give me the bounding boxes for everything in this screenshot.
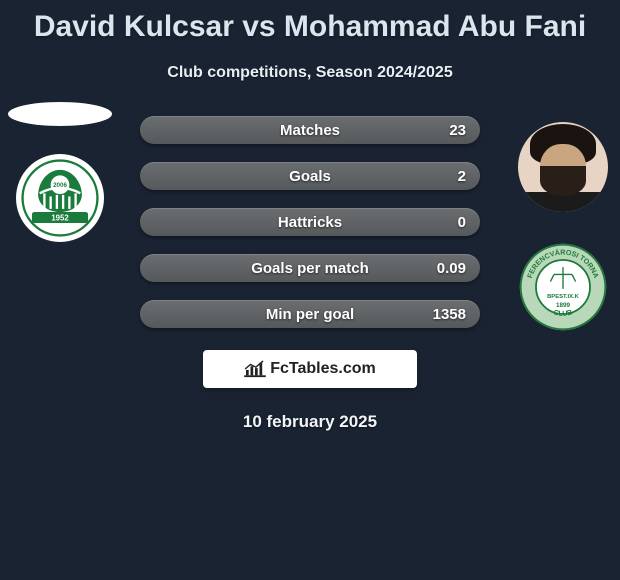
club-right-emblem: FERENCVÁROSI TORNA CLUB BPEST.IX.K 1899	[518, 242, 608, 332]
stat-value-right: 0.09	[437, 260, 466, 277]
avatar-beard	[540, 166, 586, 196]
stat-value-right: 23	[449, 122, 466, 139]
chart-icon	[244, 360, 266, 378]
club-left-year-bottom: 1952	[51, 214, 69, 223]
stat-row: Hattricks 0	[140, 208, 480, 236]
stat-row: Goals 2	[140, 162, 480, 190]
stat-label: Goals per match	[251, 260, 369, 277]
club-badge-left: 1952 2006	[16, 154, 104, 242]
brand-box: FcTables.com	[203, 350, 417, 388]
club-right-center: BPEST.IX.K	[547, 294, 580, 300]
stat-value-right: 1358	[433, 306, 466, 323]
subtitle: Club competitions, Season 2024/2025	[0, 64, 620, 82]
player-right-avatar	[518, 122, 608, 212]
content: 1952 2006	[0, 112, 620, 432]
club-right-text-side: CLUB	[553, 307, 574, 317]
brand-text: FcTables.com	[270, 360, 376, 378]
stat-row: Goals per match 0.09	[140, 254, 480, 282]
player-left-placeholder	[8, 102, 112, 126]
stat-label: Hattricks	[278, 214, 342, 231]
club-badge-right: FERENCVÁROSI TORNA CLUB BPEST.IX.K 1899	[518, 242, 608, 332]
right-column: FERENCVÁROSI TORNA CLUB BPEST.IX.K 1899	[518, 122, 608, 332]
club-right-year: 1899	[556, 302, 571, 309]
stat-value-right: 0	[458, 214, 466, 231]
stat-row: Matches 23	[140, 116, 480, 144]
stat-label: Goals	[289, 168, 331, 185]
stat-row: Min per goal 1358	[140, 300, 480, 328]
stats-list: Matches 23 Goals 2 Hattricks 0 Goals per…	[140, 112, 480, 328]
page-title: David Kulcsar vs Mohammad Abu Fani	[0, 0, 620, 44]
date-text: 10 february 2025	[0, 412, 620, 432]
club-left-emblem: 1952 2006	[21, 159, 99, 237]
stat-value-right: 2	[458, 168, 466, 185]
left-column: 1952 2006	[8, 102, 112, 242]
stat-label: Matches	[280, 122, 340, 139]
stat-label: Min per goal	[266, 306, 354, 323]
